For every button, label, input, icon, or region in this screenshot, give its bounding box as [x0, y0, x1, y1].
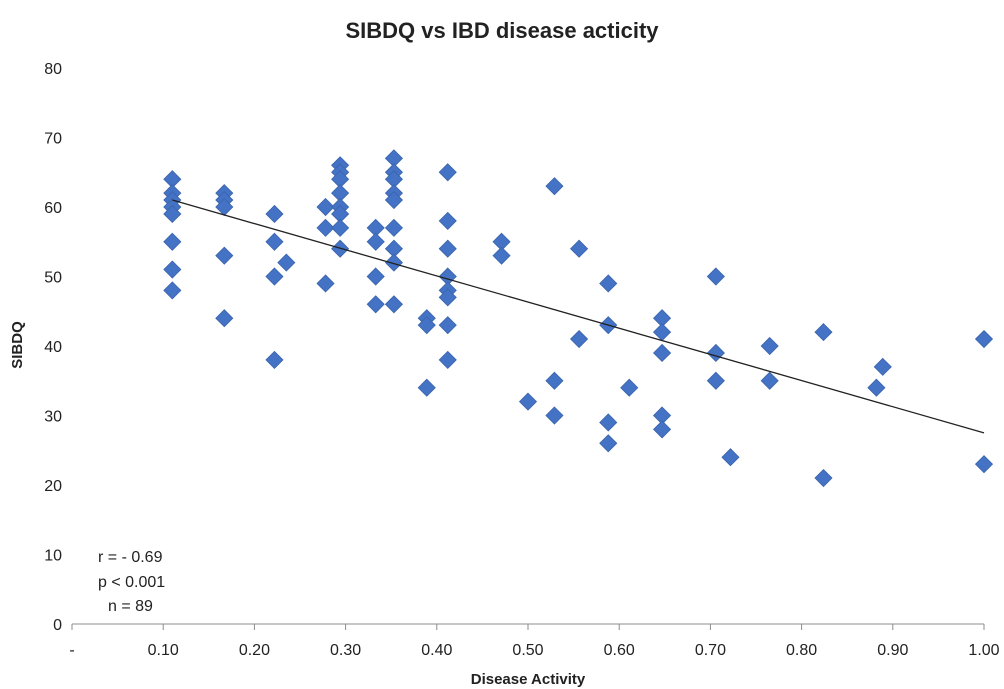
- data-point: [814, 468, 833, 488]
- y-tick-label: 20: [44, 478, 62, 495]
- data-point: [570, 239, 589, 258]
- stat-p: p < 0.001: [98, 574, 165, 591]
- data-point: [721, 448, 740, 467]
- x-tick-label: 0.50: [512, 642, 543, 659]
- y-tick-label: 80: [44, 61, 62, 78]
- y-tick-label: 30: [44, 409, 62, 426]
- data-point: [366, 267, 385, 286]
- data-point: [706, 371, 725, 390]
- data-point: [316, 197, 335, 217]
- data-point: [384, 218, 404, 237]
- y-axis-label: SIBDQ: [9, 321, 26, 369]
- data-point: [384, 295, 404, 314]
- data-point: [384, 253, 404, 272]
- x-tick-label: 0.90: [877, 642, 908, 659]
- x-tick-label: 0.40: [421, 642, 452, 659]
- data-point: [706, 267, 725, 286]
- y-tick-label: 0: [53, 617, 62, 634]
- chart-title: SIBDQ vs IBD disease acticity: [345, 18, 659, 43]
- data-point: [545, 177, 564, 196]
- x-axis-label: Disease Activity: [471, 671, 586, 688]
- data-point: [760, 336, 779, 356]
- data-point: [652, 343, 672, 363]
- data-point: [163, 204, 182, 224]
- x-tick-label: 0.10: [148, 642, 179, 659]
- x-tick-label: 0.30: [330, 642, 361, 659]
- data-point: [814, 323, 833, 342]
- x-axis-ticks: - 0.10 0.20 0.30 0.40 0.50 0.60 0.70 0.80 0.90 1.0…: [69, 624, 1000, 659]
- data-point: [545, 371, 564, 390]
- data-point: [867, 378, 886, 397]
- x-tick-label: 0.80: [786, 642, 817, 659]
- data-point: [215, 246, 234, 265]
- stat-n: n = 89: [108, 598, 153, 615]
- stat-r: r = - 0.69: [98, 549, 163, 566]
- data-point: [265, 204, 284, 224]
- data-points: [163, 149, 994, 488]
- data-point: [652, 420, 672, 439]
- data-point: [417, 378, 436, 397]
- data-point: [974, 329, 994, 349]
- data-point: [265, 232, 284, 251]
- data-point: [438, 316, 457, 335]
- data-point: [438, 288, 457, 307]
- x-tick-label: 0.70: [695, 642, 726, 659]
- data-point: [277, 253, 296, 272]
- data-point: [265, 350, 284, 369]
- data-point: [438, 239, 457, 258]
- data-point: [438, 211, 457, 230]
- data-point: [417, 316, 436, 335]
- data-point: [163, 232, 182, 251]
- y-tick-label: 70: [44, 131, 62, 148]
- data-point: [438, 163, 457, 182]
- trendline: [172, 199, 985, 434]
- x-tick-label: 0.60: [604, 642, 635, 659]
- x-tick-label: -: [69, 642, 74, 659]
- data-point: [316, 218, 335, 237]
- y-tick-label: 50: [44, 270, 62, 287]
- x-tick-label: 1.00: [968, 642, 999, 659]
- data-point: [760, 371, 779, 390]
- data-point: [366, 232, 385, 251]
- y-tick-label: 40: [44, 339, 62, 356]
- data-point: [570, 329, 589, 349]
- data-point: [331, 218, 350, 237]
- data-point: [438, 350, 457, 369]
- data-point: [545, 406, 564, 425]
- data-point: [384, 190, 404, 210]
- data-point: [215, 309, 234, 328]
- data-point: [599, 434, 618, 453]
- data-point: [873, 357, 892, 376]
- data-point: [265, 267, 284, 286]
- data-point: [599, 413, 618, 432]
- y-tick-label: 60: [44, 200, 62, 217]
- data-point: [163, 260, 182, 279]
- data-point: [518, 392, 538, 411]
- data-point: [974, 455, 994, 474]
- x-tick-label: 0.20: [239, 642, 270, 659]
- y-tick-label: 10: [44, 548, 62, 565]
- data-point: [163, 281, 182, 300]
- data-point: [366, 295, 385, 314]
- data-point: [620, 378, 639, 397]
- data-point: [492, 246, 511, 265]
- data-point: [706, 343, 725, 363]
- data-point: [316, 274, 335, 293]
- y-axis-ticks: 0 10 20 30 40 50 60 70 80: [44, 61, 62, 634]
- data-point: [652, 323, 672, 342]
- data-point: [599, 274, 618, 293]
